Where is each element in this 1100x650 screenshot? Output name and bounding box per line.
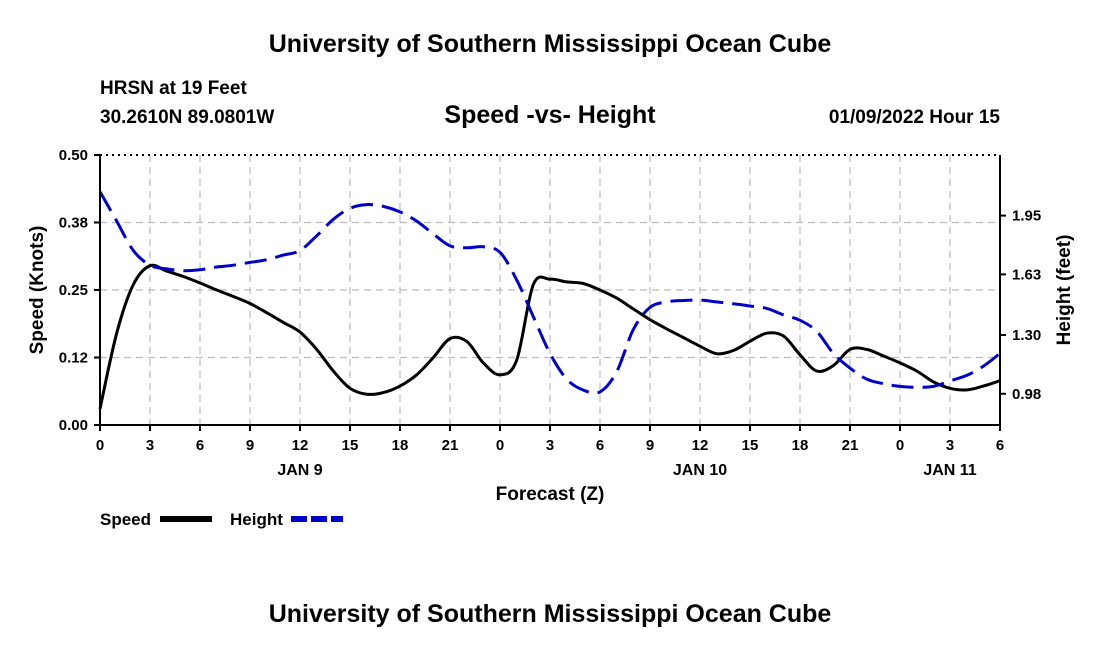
legend-label-height: Height <box>230 510 283 529</box>
x-tick-label: 12 <box>292 437 309 454</box>
x-tick-label: 21 <box>842 437 859 454</box>
y-tick-label-right: 1.95 <box>1012 208 1041 225</box>
day-label: JAN 11 <box>923 462 976 479</box>
y-tick-label-right: 1.63 <box>1012 266 1041 283</box>
chart-subtitle: Speed -vs- Height <box>444 101 656 129</box>
x-tick-label: 21 <box>442 437 459 454</box>
grid <box>100 155 1000 425</box>
chart-main-title: University of Southern Mississippi Ocean… <box>268 30 832 58</box>
x-tick-label: 6 <box>196 437 204 454</box>
axes <box>94 154 1006 431</box>
x-axis-title: Forecast (Z) <box>496 484 605 505</box>
x-tick-label: 6 <box>996 437 1004 454</box>
series <box>98 190 1001 410</box>
station-coordinates: 30.2610N 89.0801W <box>100 107 275 128</box>
x-tick-label: 9 <box>646 437 654 454</box>
y-tick-label-right: 0.98 <box>1012 386 1041 403</box>
series-line-height <box>98 190 1001 395</box>
x-tick-label: 0 <box>896 437 904 454</box>
legend-label-speed: Speed <box>100 510 151 529</box>
station-name: HRSN at 19 Feet <box>100 78 247 99</box>
forecast-datetime: 01/09/2022 Hour 15 <box>828 107 1000 128</box>
day-label: JAN 10 <box>673 462 727 479</box>
y-axis-title-right: Height (feet) <box>1054 235 1075 346</box>
y-tick-label-left: 0.50 <box>59 147 88 164</box>
x-tick-label: 18 <box>792 437 809 454</box>
x-tick-label: 0 <box>96 437 104 454</box>
series-line-speed <box>98 263 1001 410</box>
legend: Speed Height <box>100 510 343 529</box>
footer-title: University of Southern Mississippi Ocean… <box>268 600 832 628</box>
x-tick-label: 18 <box>392 437 409 454</box>
y-tick-label-left: 0.25 <box>59 282 88 299</box>
x-tick-label: 6 <box>596 437 604 454</box>
x-tick-label: 15 <box>742 437 759 454</box>
x-tick-label: 15 <box>342 437 359 454</box>
axis-labels: 0 3 6 9 12 15 18 21 0 3 6 9 12 15 18 21 0 3 6 JAN 9 JAN 10 JA… <box>27 147 1075 505</box>
x-tick-label: 0 <box>496 437 504 454</box>
x-tick-label: 3 <box>146 437 154 454</box>
y-tick-label-right: 1.30 <box>1012 327 1041 344</box>
y-tick-label-left: 0.12 <box>59 350 88 367</box>
x-tick-label: 3 <box>546 437 554 454</box>
y-tick-label-left: 0.00 <box>59 417 88 434</box>
x-tick-label: 12 <box>692 437 709 454</box>
x-tick-label: 3 <box>946 437 954 454</box>
x-tick-label: 9 <box>246 437 254 454</box>
day-label: JAN 9 <box>277 462 322 479</box>
y-axis-title-left: Speed (Knots) <box>27 226 48 355</box>
y-tick-label-left: 0.38 <box>59 215 88 232</box>
